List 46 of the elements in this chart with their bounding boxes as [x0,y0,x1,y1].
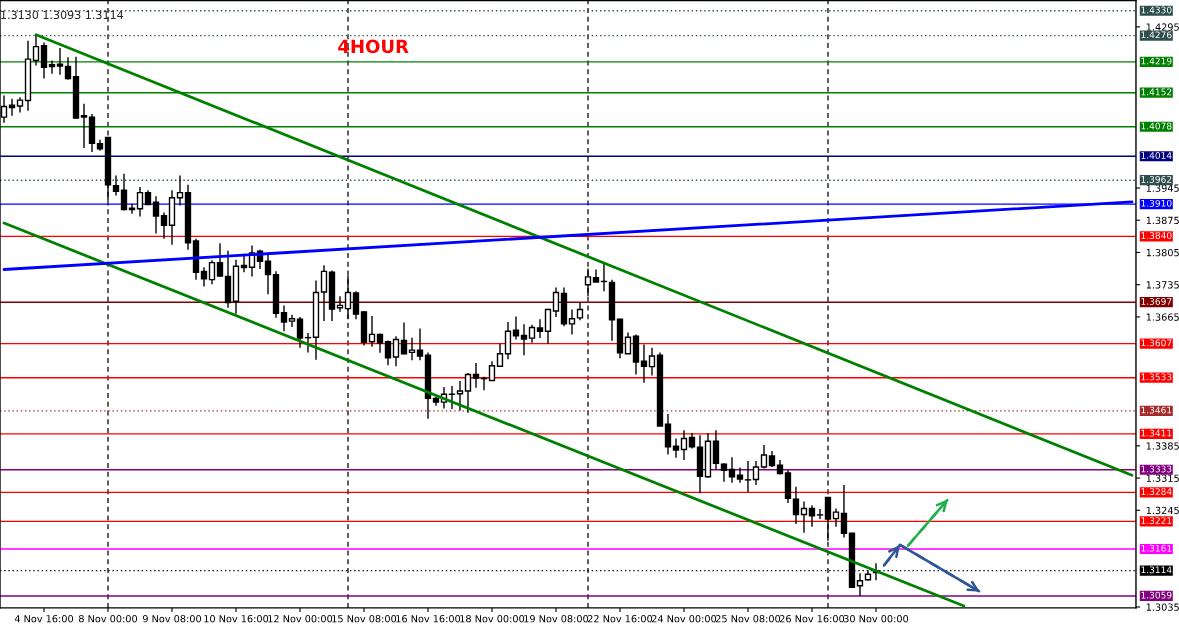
x-tick-label: 15 Nov 08:00 [332,615,397,623]
y-tick-label: 1.3945 [1146,184,1179,192]
y-tick-label: 1.3035 [1146,603,1179,611]
x-tick-label: 25 Nov 08:00 [715,615,781,623]
x-tick-label: 19 Nov 08:00 [524,615,589,623]
x-tick-label: 4 Nov 16:00 [14,615,74,623]
ref-line-label: 1.3161 [1141,544,1172,552]
x-tick-label: 8 Nov 00:00 [78,615,138,623]
ref-line-label: 1.3910 [1141,199,1172,207]
y-tick-label: 1.3735 [1146,281,1179,289]
x-tick-label: 12 Nov 00:00 [268,615,333,623]
ref-line-label: 1.3697 [1141,297,1172,305]
ref-line-label: 1.4152 [1141,88,1172,96]
y-tick-label: 1.4295 [1146,23,1179,31]
x-tick-label: 10 Nov 16:00 [204,615,269,623]
ref-line-label: 1.3962 [1141,175,1172,183]
ref-line-label: 1.3840 [1141,232,1172,239]
ref-line-label: 1.4330 [1141,6,1172,14]
ref-line-label: 1.3221 [1141,517,1172,524]
ref-line-label: 1.3059 [1141,591,1172,599]
y-tick-label: 1.3315 [1146,474,1179,482]
x-tick-label: 16 Nov 16:00 [396,615,461,623]
x-tick-label: 22 Nov 16:00 [587,615,653,623]
ref-line-label: 1.3114 [1141,566,1172,574]
annotation: 1.3130 1.3093 1.3114 [1,10,124,20]
y-tick-label: 1.3875 [1146,216,1179,225]
ref-line-label: 1.3284 [1141,488,1172,495]
y-tick-label: 1.3665 [1146,313,1179,321]
x-tick-label: 30 Nov 00:00 [843,615,909,623]
x-tick-label: 18 Nov 00:00 [460,615,525,623]
ref-line-label: 1.3411 [1141,429,1172,437]
y-tick-label: 1.3245 [1146,506,1179,515]
ref-line-label: 1.3607 [1141,339,1172,347]
y-tick-label: 1.3385 [1146,442,1179,450]
ref-line-label: 1.4276 [1141,31,1172,39]
ref-line-label: 1.4219 [1141,57,1172,65]
x-tick-label: 9 Nov 08:00 [142,615,202,623]
ref-line-label: 1.3533 [1141,373,1172,381]
ref-line-label: 1.4078 [1141,122,1172,130]
ref-line-label: 1.4014 [1141,152,1172,159]
x-tick-label: 26 Nov 16:00 [779,615,845,623]
ref-line-label: 1.3333 [1141,465,1172,473]
ref-line-label: 1.3461 [1141,406,1172,414]
x-tick-label: 24 Nov 00:00 [651,615,717,623]
annotation: 4HOUR [338,39,409,54]
y-tick-label: 1.3805 [1146,248,1179,257]
